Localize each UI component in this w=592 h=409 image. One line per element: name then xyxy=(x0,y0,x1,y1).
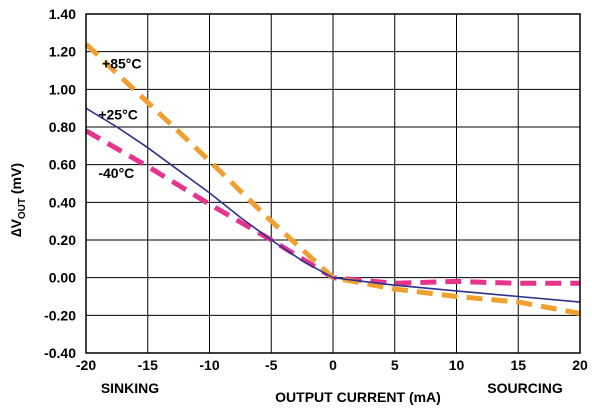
y-tick-label: 1.20 xyxy=(49,44,76,60)
y-axis-title: ∆VOUT (mV) xyxy=(8,163,28,237)
y-tick-label: 0.20 xyxy=(49,232,76,248)
chart-grid xyxy=(85,13,581,354)
y-axis-title-suffix: (mV) xyxy=(8,163,24,198)
y-axis-title-prefix: ∆V xyxy=(8,218,24,237)
x-tick-label: -5 xyxy=(265,357,278,373)
y-tick-label: 1.40 xyxy=(49,6,76,22)
series-label: +85°C xyxy=(102,56,141,72)
y-tick-label: 0.60 xyxy=(49,157,76,173)
y-tick-label: 0.00 xyxy=(49,270,76,286)
y-tick-label: 1.00 xyxy=(49,81,76,97)
y-tick-label: -0.40 xyxy=(44,345,76,361)
chart-series xyxy=(84,42,581,316)
x-tick-label: -20 xyxy=(76,357,96,373)
series-labels: +85°C +25°C -40°C xyxy=(98,56,141,181)
plot-frame xyxy=(85,13,581,354)
y-tick-label: 0.80 xyxy=(49,119,76,135)
x-tick-label: -10 xyxy=(199,357,219,373)
x-axis-title: OUTPUT CURRENT (mA) xyxy=(275,389,441,405)
x-tick-label: 10 xyxy=(449,357,465,373)
y-axis-tick-labels: -0.40 -0.20 0.00 0.20 0.40 0.60 0.80 1.00 1.20 1.… xyxy=(44,6,76,361)
series-line-25C xyxy=(85,107,581,303)
y-axis-title-subscript: OUT xyxy=(17,198,28,219)
x-axis-tick-labels: -20 -15 -10 -5 0 5 10 15 20 xyxy=(76,357,588,373)
y-tick-label: -0.20 xyxy=(44,307,76,323)
x-tick-label: 20 xyxy=(572,357,588,373)
y-tick-label: 0.40 xyxy=(49,194,76,210)
sourcing-label: SOURCING xyxy=(487,380,563,396)
series-label: +25°C xyxy=(98,106,137,122)
x-tick-label: 15 xyxy=(510,357,526,373)
x-tick-label: 5 xyxy=(391,357,399,373)
series-label: -40°C xyxy=(98,165,134,181)
sinking-label: SINKING xyxy=(101,380,159,396)
x-tick-label: -15 xyxy=(138,357,158,373)
x-tick-label: 0 xyxy=(329,357,337,373)
